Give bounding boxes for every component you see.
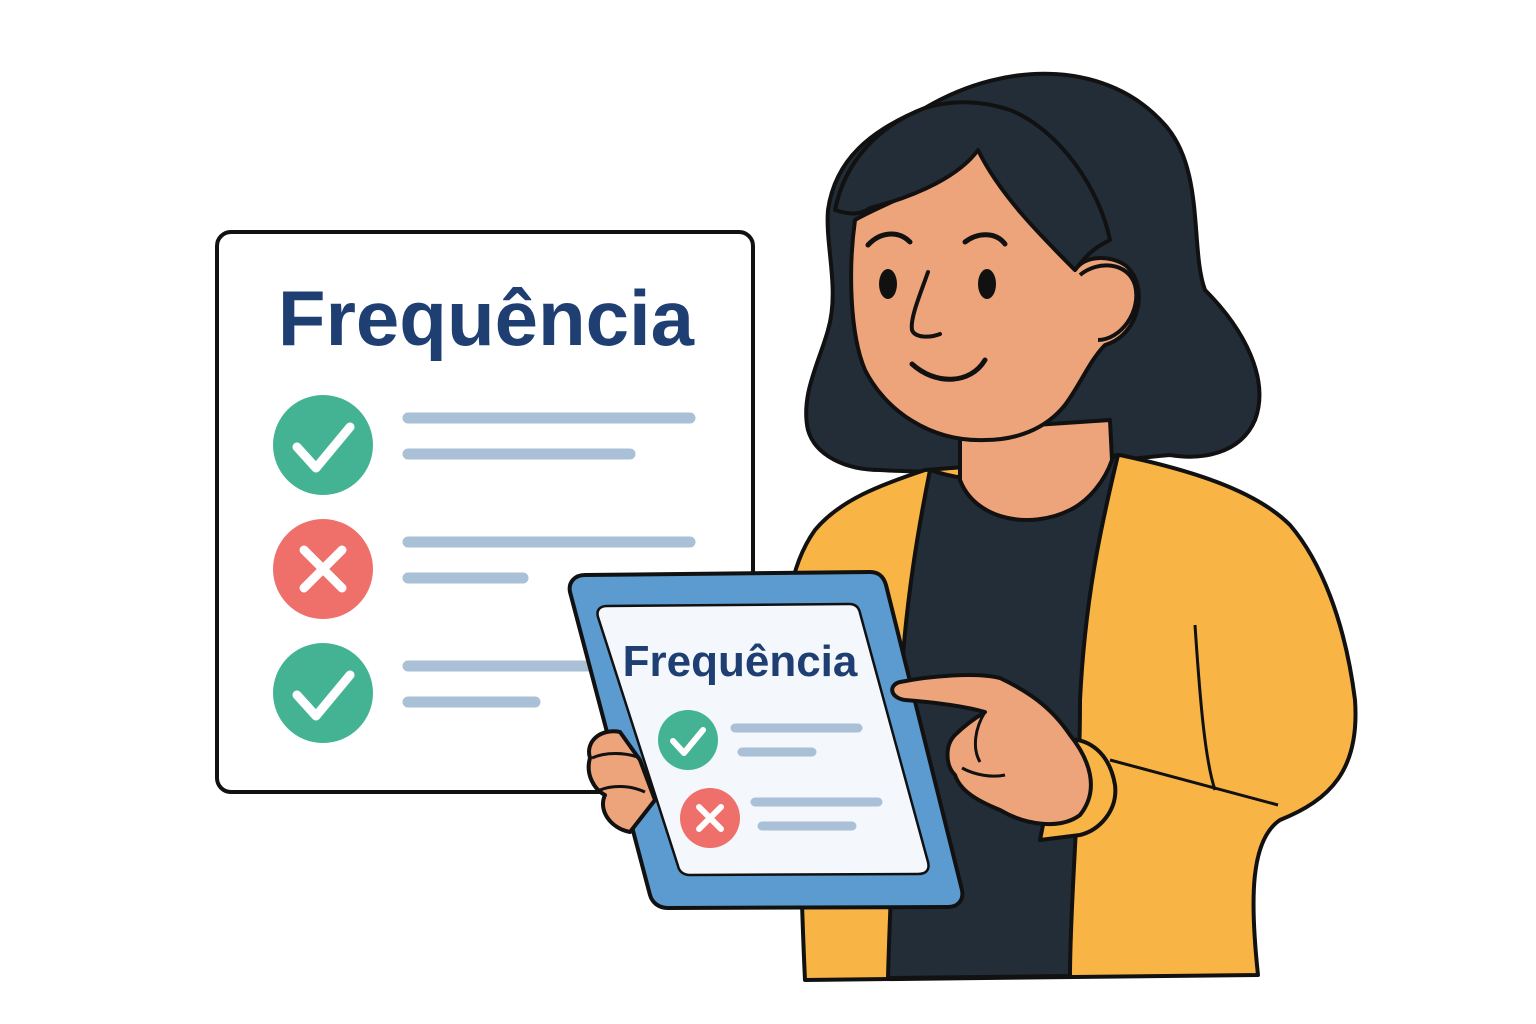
check-mark [670, 727, 706, 756]
check-icon [658, 710, 718, 770]
left-eye [879, 269, 897, 299]
board-title: Frequência [278, 274, 695, 362]
tablet-title: Frequência [623, 637, 858, 686]
cross-mark [696, 804, 724, 832]
board-row-3 [273, 643, 606, 743]
tablet-row-2 [680, 788, 883, 848]
smile [909, 357, 988, 382]
board-row-2 [273, 519, 696, 619]
attendance-board: Frequência [215, 230, 755, 794]
board-row-1 [273, 395, 696, 495]
check-mark [292, 670, 355, 721]
tablet-screen [596, 602, 930, 877]
tablet: Frequência [567, 570, 965, 910]
nose [909, 270, 942, 339]
sleeve-edge [1109, 758, 1279, 807]
hair-bangs [833, 100, 1112, 272]
cross-mark [299, 545, 347, 593]
ear [1078, 263, 1139, 342]
left-hand [586, 729, 657, 834]
neck [958, 418, 1114, 522]
cardigan-fold [1193, 624, 1217, 791]
left-eyebrow [865, 231, 913, 248]
right-hand [890, 673, 1118, 842]
pointing-hand [890, 673, 1093, 827]
check-icon [273, 643, 373, 743]
finger-line [599, 785, 646, 794]
finger-line [961, 766, 1006, 778]
finger-line [973, 711, 987, 763]
tablet-row-1 [658, 710, 863, 770]
right-eye [978, 269, 996, 299]
check-icon [273, 395, 373, 495]
check-mark [292, 422, 355, 473]
finger-line [591, 752, 641, 760]
right-eyebrow [962, 232, 1008, 247]
